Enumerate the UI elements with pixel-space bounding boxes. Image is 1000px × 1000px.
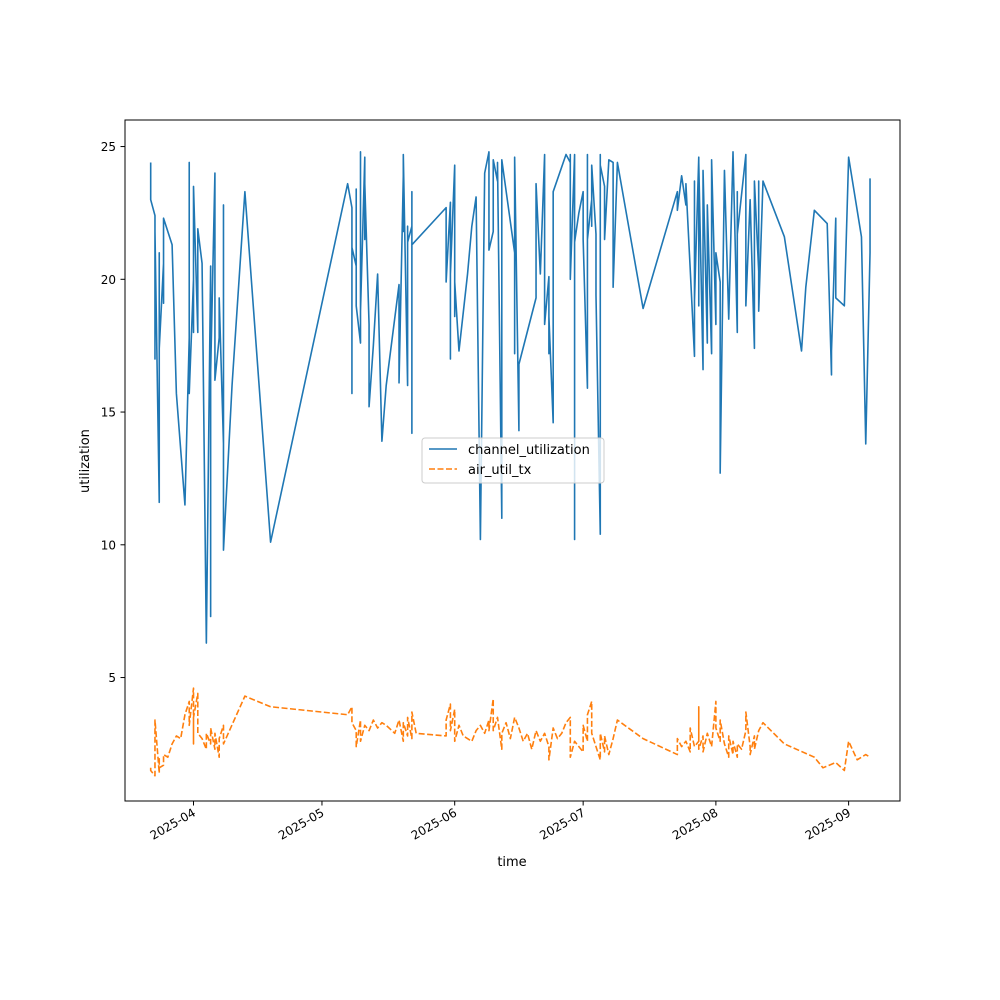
plot-frame (124, 119, 901, 802)
y-tick-label: 25 (101, 140, 116, 154)
y-tick-label: 5 (108, 671, 116, 685)
series-line-channel-utilization (149, 151, 871, 644)
y-tick-label: 10 (101, 538, 116, 552)
legend: channel_utilization air_util_tx (421, 437, 605, 484)
series-layer (149, 151, 871, 777)
legend-label: channel_utilization (468, 443, 590, 458)
y-axis-label: utilization (78, 429, 93, 493)
y-tick-label: 15 (101, 406, 116, 420)
y-tick-label: 20 (101, 273, 116, 287)
y-axis: 5 10 15 20 25 (101, 140, 125, 685)
legend-label: air_util_tx (468, 463, 532, 478)
series-line-air-util-tx (149, 687, 871, 777)
x-axis-label: time (497, 855, 526, 870)
legend-box (421, 437, 605, 484)
